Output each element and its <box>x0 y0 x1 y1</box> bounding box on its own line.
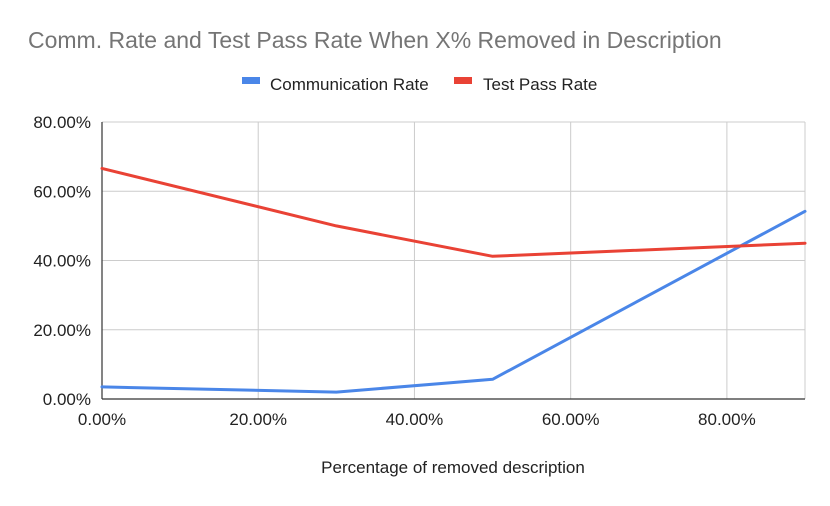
legend-label-test-pass-rate: Test Pass Rate <box>483 75 597 94</box>
x-tick-label: 40.00% <box>386 410 444 429</box>
series-lines <box>100 166 807 394</box>
x-tick-label: 80.00% <box>698 410 756 429</box>
x-tick-label: 60.00% <box>542 410 600 429</box>
x-tick-label: 0.00% <box>78 410 126 429</box>
y-tick-label: 80.00% <box>33 113 91 132</box>
y-tick-label: 60.00% <box>33 182 91 201</box>
y-tick-label: 40.00% <box>33 252 91 271</box>
tick-labels: 0.00% 20.00% 40.00% 60.00% 80.00% 0.00% 20.00%… <box>33 113 755 429</box>
gridlines <box>102 121 806 399</box>
y-tick-label: 0.00% <box>43 390 91 409</box>
series-line-communication-rate <box>100 209 807 394</box>
y-tick-label: 20.00% <box>33 321 91 340</box>
chart-title: Comm. Rate and Test Pass Rate When X% Re… <box>28 27 722 53</box>
legend-swatch-test-pass-rate <box>454 77 472 84</box>
x-tick-label: 20.00% <box>229 410 287 429</box>
legend-swatch-communication-rate <box>242 77 260 84</box>
x-axis-title: Percentage of removed description <box>321 458 585 477</box>
legend-label-communication-rate: Communication Rate <box>270 75 429 94</box>
legend: Communication Rate Test Pass Rate <box>242 75 597 94</box>
series-line-test-pass-rate <box>100 166 807 258</box>
